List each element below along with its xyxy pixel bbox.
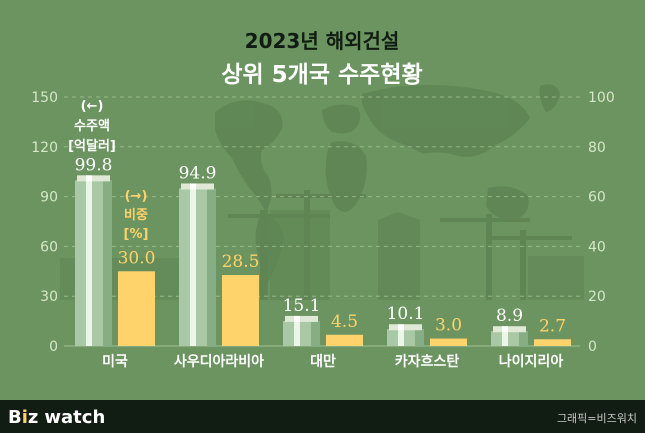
amount-bar: [75, 175, 112, 346]
amount-bar: [283, 315, 320, 346]
right-tick-label: 80: [588, 140, 606, 156]
share-bar: [430, 338, 467, 346]
amount-value-label: 15.1: [283, 296, 321, 316]
left-tick-label: 60: [40, 239, 58, 255]
bars: [75, 175, 571, 346]
amount-bar: [491, 326, 528, 346]
left-axis-name: 수주액: [74, 119, 110, 134]
share-value-label: 2.7: [539, 316, 566, 336]
right-tick-label: 0: [588, 339, 597, 355]
category-label: 카자흐스탄: [395, 353, 460, 370]
share-value-label: 3.0: [435, 316, 462, 336]
left-axis-arrow: (←): [81, 99, 104, 114]
left-tick-label: 30: [40, 289, 58, 305]
amount-value-label: 10.1: [387, 304, 425, 324]
amount-bar: [179, 183, 216, 346]
right-tick-label: 40: [588, 239, 606, 255]
share-bar: [326, 334, 363, 346]
right-tick-label: 60: [588, 190, 606, 206]
share-bar: [534, 339, 571, 346]
left-axis-unit: [억달러]: [68, 138, 116, 154]
footer-bar: [0, 400, 645, 433]
right-tick-label: 20: [588, 289, 606, 305]
share-value-label: 28.5: [222, 252, 260, 272]
share-bar: [222, 275, 259, 346]
amount-value-label: 99.8: [75, 155, 113, 175]
left-tick-label: 90: [40, 190, 58, 206]
source-credit: 그래픽=비즈워치: [557, 412, 637, 425]
category-label: 미국: [102, 354, 128, 370]
right-tick-label: 100: [588, 90, 615, 106]
chart-title-line1: 2023년 해외건설: [245, 29, 400, 53]
category-label: 대만: [310, 354, 336, 370]
category-label: 나이지리아: [499, 353, 564, 370]
right-axis-arrow: (→): [125, 189, 148, 204]
category-label: 사우디아라비아: [174, 353, 264, 370]
share-value-label: 30.0: [118, 248, 156, 268]
amount-bar: [387, 324, 424, 346]
right-axis-unit: [%]: [124, 227, 149, 242]
amount-value-label: 94.9: [179, 163, 217, 183]
amount-value-label: 8.9: [496, 306, 523, 326]
brand-logo: Biz watch: [8, 407, 105, 428]
left-tick-label: 150: [31, 90, 58, 106]
category-labels: 미국 사우디아라비아 대만 카자흐스탄 나이지리아: [102, 353, 563, 370]
value-labels: 99.8 30.0 94.9 28.5 15.1 4.5 10.1 3.0 8.9 2.7: [75, 155, 566, 336]
share-bar: [118, 271, 155, 346]
chart-title-line2: 상위 5개국 수주현황: [221, 62, 422, 88]
right-axis: 0 20 40 60 80 100: [588, 90, 615, 355]
right-axis-name: 비중: [124, 208, 148, 223]
share-value-label: 4.5: [331, 312, 358, 332]
left-axis: 0 30 60 90 120 150: [31, 90, 58, 355]
left-tick-label: 120: [31, 140, 58, 156]
left-tick-label: 0: [49, 339, 58, 355]
